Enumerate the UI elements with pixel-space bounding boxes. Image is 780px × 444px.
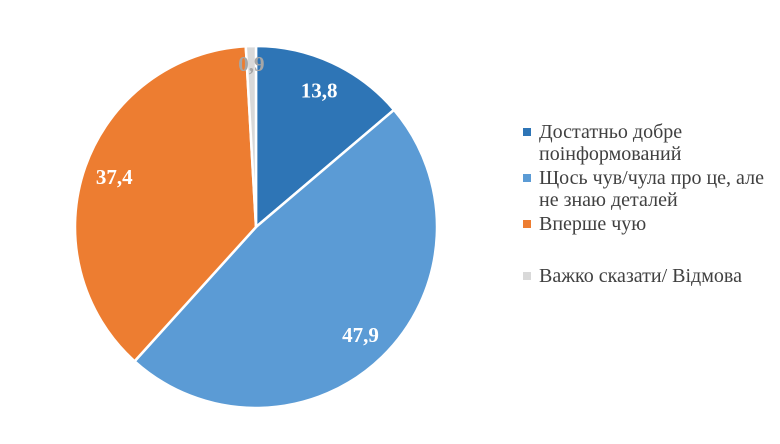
pie-slice-1 [133, 108, 439, 410]
pie-slice-2 [73, 45, 258, 363]
legend-swatch-icon [523, 220, 531, 228]
legend-label: Вперше чую [539, 213, 647, 235]
legend-swatch-icon [523, 174, 531, 182]
pie-slice-3 [244, 44, 258, 229]
slice-value-label-0: 13,8 [301, 79, 338, 103]
legend-item-1: Щось чув/чула про це, але не знаю детале… [523, 167, 773, 211]
legend-label: Достатньо добре поінформований [539, 121, 683, 165]
slice-value-label-1: 47,9 [342, 323, 379, 347]
legend-swatch-icon [523, 128, 531, 136]
legend-label: Важко сказати/ Відмова [539, 265, 742, 287]
legend-label: Щось чув/чула про це, але не знаю детале… [539, 167, 764, 211]
legend-item-3: Важко сказати/ Відмова [523, 265, 773, 287]
pie-slice-0 [254, 44, 396, 229]
legend-item-2: Вперше чую [523, 213, 773, 235]
slice-value-label-2: 37,4 [96, 165, 133, 189]
legend-item-0: Достатньо добре поінформований [523, 121, 773, 165]
slice-value-label-3: 0,9 [238, 52, 264, 76]
legend-swatch-icon [523, 272, 531, 280]
legend: Достатньо добре поінформований Щось чув/ч… [523, 121, 773, 287]
